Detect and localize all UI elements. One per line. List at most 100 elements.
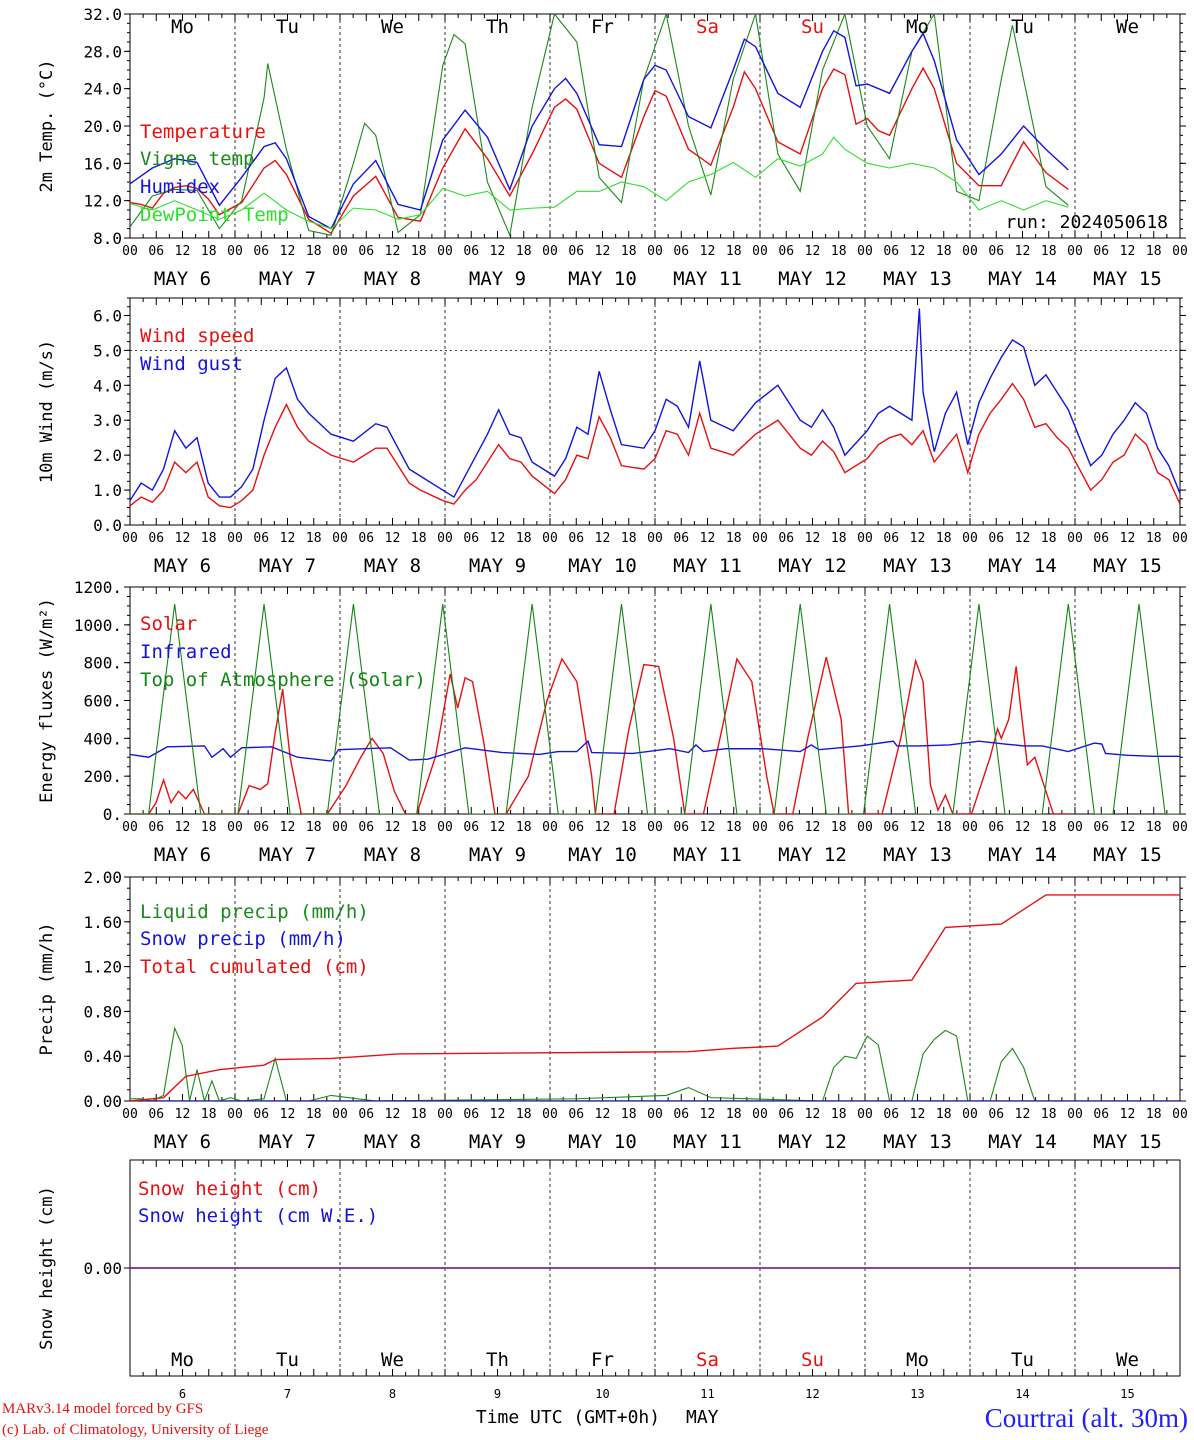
date-label: MAY 8: [364, 844, 421, 866]
hour-tick-label: 06: [463, 820, 479, 835]
date-label: MAY 7: [259, 268, 316, 290]
date-label: MAY 10: [568, 1131, 637, 1153]
day-of-week-label: Tu: [276, 16, 299, 38]
legend-entry: DewPoint Temp: [140, 204, 289, 226]
run-label: run: 2024050618: [1005, 212, 1168, 233]
hour-tick-label: 00: [437, 531, 453, 546]
date-label: MAY 11: [673, 555, 742, 577]
hour-tick-label: 00: [647, 1107, 663, 1122]
hour-tick-label: 18: [726, 244, 742, 259]
hour-tick-label: 12: [1015, 531, 1031, 546]
hour-tick-label: 12: [1120, 1107, 1136, 1122]
hour-tick-label: 06: [358, 820, 374, 835]
hour-tick-label: 12: [1015, 244, 1031, 259]
date-label: MAY 15: [1093, 844, 1162, 866]
day-of-week-label: Su: [801, 1349, 824, 1371]
hour-tick-label: 12: [280, 244, 296, 259]
hour-tick-label: 18: [201, 244, 217, 259]
hour-tick-label: 12: [385, 820, 401, 835]
day-of-week-label: Tu: [276, 1349, 299, 1371]
series-line-energy-1: [130, 739, 1180, 762]
hour-tick-label: 00: [542, 531, 558, 546]
hour-tick-label: 06: [358, 244, 374, 259]
date-label: MAY 10: [568, 268, 637, 290]
hour-tick-label: 12: [385, 1107, 401, 1122]
day-number-label: 10: [595, 1387, 609, 1401]
date-label: MAY 11: [673, 1131, 742, 1153]
hour-tick-label: 00: [122, 244, 138, 259]
hour-tick-label: 12: [910, 244, 926, 259]
hour-tick-label: 18: [1041, 820, 1057, 835]
date-label: MAY 13: [883, 1131, 952, 1153]
hour-tick-label: 12: [490, 244, 506, 259]
series-line-energy-2: [130, 603, 1180, 814]
hour-tick-label: 18: [1146, 820, 1162, 835]
hour-tick-label: 18: [516, 244, 532, 259]
hour-tick-label: 06: [463, 1107, 479, 1122]
series-line-temp-2: [130, 29, 1069, 230]
y-tick-label: 0.80: [83, 1002, 122, 1021]
hour-tick-label: 00: [227, 531, 243, 546]
y-tick-label: 8.0: [93, 229, 122, 248]
hour-tick-label: 12: [805, 244, 821, 259]
hour-tick-label: 00: [542, 1107, 558, 1122]
day-of-week-label: We: [1116, 16, 1139, 38]
hour-tick-label: 12: [490, 820, 506, 835]
hour-tick-label: 06: [148, 244, 164, 259]
date-label: MAY 12: [778, 844, 847, 866]
hour-tick-label: 00: [857, 531, 873, 546]
hour-tick-label: 18: [516, 531, 532, 546]
y-tick-label: 6.0: [93, 306, 122, 325]
hour-tick-label: 18: [726, 531, 742, 546]
date-label: MAY 14: [988, 1131, 1057, 1153]
hour-tick-label: 18: [936, 820, 952, 835]
hour-tick-label: 06: [568, 531, 584, 546]
y-tick-label: 28.0: [83, 42, 122, 61]
day-number-label: 14: [1015, 1387, 1029, 1401]
hour-tick-label: 12: [595, 1107, 611, 1122]
y-tick-label: 1.0: [93, 481, 122, 500]
day-of-week-label: Sa: [696, 1349, 719, 1371]
date-label: MAY 8: [364, 268, 421, 290]
hour-tick-label: 12: [700, 531, 716, 546]
date-label: MAY 11: [673, 844, 742, 866]
hour-tick-label: 18: [411, 531, 427, 546]
hour-tick-label: 06: [148, 1107, 164, 1122]
legend-entry: Wind gust: [140, 353, 243, 375]
hour-tick-label: 00: [962, 820, 978, 835]
hour-tick-label: 12: [910, 1107, 926, 1122]
day-of-week-label: Sa: [696, 16, 719, 38]
series-line-temp-0: [130, 66, 1069, 235]
date-label: MAY 9: [469, 555, 526, 577]
hour-tick-label: 18: [516, 1107, 532, 1122]
y-tick-label: 2.00: [83, 868, 122, 887]
legend-entry: Top of Atmosphere (Solar): [140, 669, 426, 691]
date-label: MAY 8: [364, 555, 421, 577]
hour-tick-label: 12: [385, 244, 401, 259]
hour-tick-label: 00: [647, 531, 663, 546]
date-label: MAY 14: [988, 555, 1057, 577]
y-tick-label: 4.0: [93, 376, 122, 395]
hour-tick-label: 00: [332, 1107, 348, 1122]
hour-tick-label: 06: [673, 1107, 689, 1122]
hour-tick-label: 18: [1041, 244, 1057, 259]
hour-tick-label: 00: [542, 244, 558, 259]
hour-tick-label: 12: [595, 820, 611, 835]
hour-tick-label: 12: [700, 1107, 716, 1122]
hour-tick-label: 12: [595, 531, 611, 546]
hour-tick-label: 06: [253, 531, 269, 546]
series-line-temp-1: [130, 14, 1069, 238]
hour-tick-label: 00: [122, 820, 138, 835]
hour-tick-label: 06: [778, 531, 794, 546]
hour-tick-label: 12: [490, 531, 506, 546]
date-label: MAY 10: [568, 555, 637, 577]
y-axis-label: Snow height (cm): [37, 1186, 57, 1350]
date-label: MAY 10: [568, 844, 637, 866]
hour-tick-label: 06: [1093, 820, 1109, 835]
hour-tick-label: 12: [805, 820, 821, 835]
hour-tick-label: 18: [1146, 244, 1162, 259]
day-number-label: 6: [179, 1387, 186, 1401]
date-label: MAY 11: [673, 268, 742, 290]
hour-tick-label: 06: [568, 1107, 584, 1122]
day-number-label: 9: [494, 1387, 501, 1401]
